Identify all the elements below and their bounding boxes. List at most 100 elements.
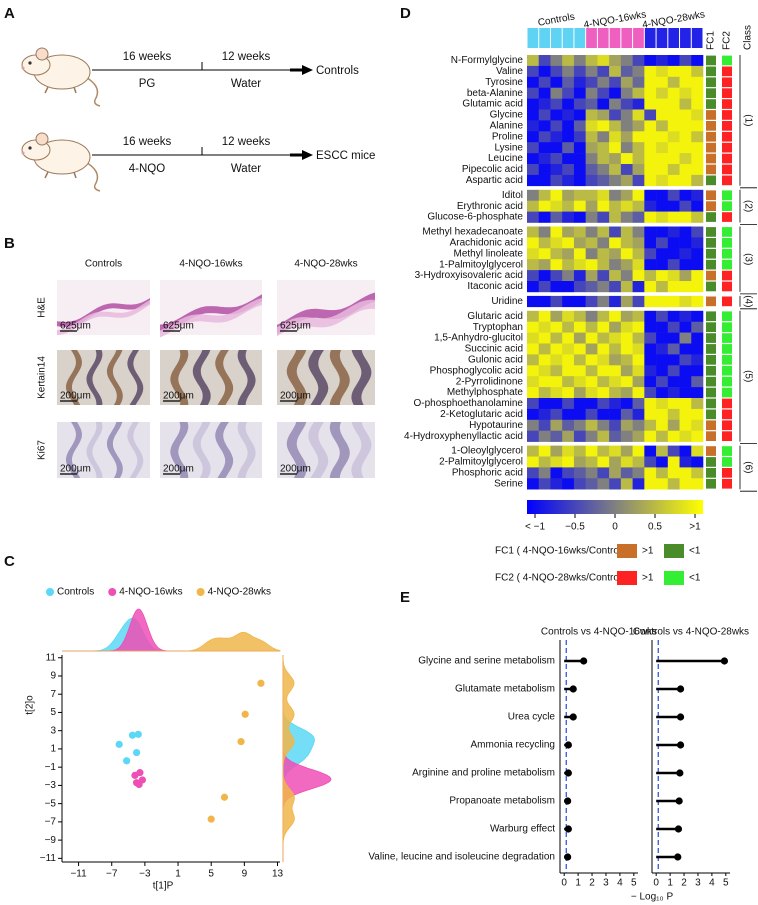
- cell: [632, 408, 645, 421]
- scale-label: 200μm: [60, 464, 91, 475]
- cell: [573, 153, 586, 165]
- cell: [527, 419, 540, 431]
- colorbar: [527, 500, 703, 514]
- point: [115, 740, 123, 748]
- cell: [562, 65, 575, 78]
- tissue: [160, 294, 262, 332]
- fc-cell: [706, 164, 716, 175]
- cell: [620, 398, 633, 410]
- tissue: [106, 422, 123, 478]
- cell: [667, 365, 680, 377]
- fc-cell: [722, 66, 732, 77]
- point: [128, 731, 137, 739]
- row-label: N-Formylglycine: [451, 55, 524, 66]
- cell: [620, 87, 633, 99]
- cell: [667, 419, 680, 431]
- cell: [550, 321, 563, 333]
- fc-legend-title: FC2 ( 4-NQO-28wks/Controls): [495, 573, 629, 584]
- fc-legend-swatch: [617, 544, 637, 558]
- cell: [597, 142, 610, 154]
- cell: [620, 211, 633, 223]
- row-label: Pipecolic acid: [462, 164, 523, 175]
- cell: [585, 456, 598, 468]
- cell: [679, 387, 692, 399]
- fc-cell: [722, 121, 732, 131]
- cell: [609, 120, 622, 132]
- panel-label: E: [400, 589, 410, 606]
- cell: [609, 259, 622, 271]
- cell: [691, 321, 704, 333]
- density-y: [282, 654, 295, 862]
- cell: [667, 310, 680, 322]
- cell: [538, 142, 551, 154]
- group-swatch: [680, 28, 691, 48]
- group-swatch: [621, 28, 633, 48]
- cell: [679, 467, 692, 479]
- tissue: [66, 422, 82, 478]
- cell: [573, 65, 586, 78]
- cell: [562, 259, 575, 271]
- row-label: Lysine: [494, 142, 523, 153]
- cell: [585, 120, 598, 132]
- cell: [644, 321, 657, 333]
- cell: [573, 164, 586, 176]
- cell: [679, 109, 692, 121]
- cell: [527, 270, 540, 282]
- cell: [644, 164, 657, 176]
- fc-cell: [722, 355, 732, 365]
- cell: [538, 237, 551, 249]
- scale-label: 200μm: [280, 464, 311, 475]
- cell: [597, 174, 610, 187]
- cell: [667, 354, 680, 366]
- tissue: [308, 350, 329, 405]
- fc-cell: [722, 55, 732, 66]
- cell: [656, 445, 669, 457]
- lollipop-head: [569, 685, 577, 693]
- cell: [667, 467, 680, 479]
- fc-cell: [722, 431, 732, 441]
- cell: [679, 259, 692, 271]
- fc-cell: [722, 322, 732, 332]
- cell: [691, 445, 704, 457]
- cell: [620, 237, 633, 249]
- cell: [550, 142, 563, 154]
- cell: [679, 248, 692, 260]
- cell: [538, 211, 551, 223]
- cell: [550, 419, 563, 431]
- cell: [691, 87, 704, 99]
- cell: [644, 142, 657, 154]
- cell: [609, 430, 622, 442]
- cell: [597, 332, 610, 344]
- cell: [679, 120, 692, 132]
- cell: [573, 419, 586, 431]
- cell: [538, 467, 551, 479]
- cell: [644, 478, 657, 490]
- cell: [620, 189, 633, 201]
- row-label: Serine: [494, 478, 523, 489]
- cell: [620, 343, 633, 355]
- cell: [585, 365, 598, 377]
- cell: [632, 226, 645, 238]
- cell: [585, 430, 598, 442]
- tissue: [277, 299, 375, 337]
- cell: [656, 281, 669, 293]
- scale-label: 625μm: [280, 321, 311, 332]
- cell: [644, 456, 657, 468]
- cell: [667, 445, 680, 457]
- cell: [656, 174, 669, 187]
- x-tick-label: 1: [667, 878, 673, 889]
- cell: [538, 310, 551, 322]
- cell: [644, 200, 657, 212]
- cell: [527, 365, 540, 377]
- cell: [609, 387, 622, 399]
- cell: [632, 478, 645, 490]
- fc-cell: [706, 431, 716, 441]
- cell: [585, 142, 598, 154]
- cell: [667, 343, 680, 355]
- cell: [691, 76, 704, 88]
- cell: [585, 310, 598, 322]
- cell: [562, 109, 575, 121]
- cell: [691, 226, 704, 238]
- cell: [609, 200, 622, 212]
- cell: [538, 281, 551, 293]
